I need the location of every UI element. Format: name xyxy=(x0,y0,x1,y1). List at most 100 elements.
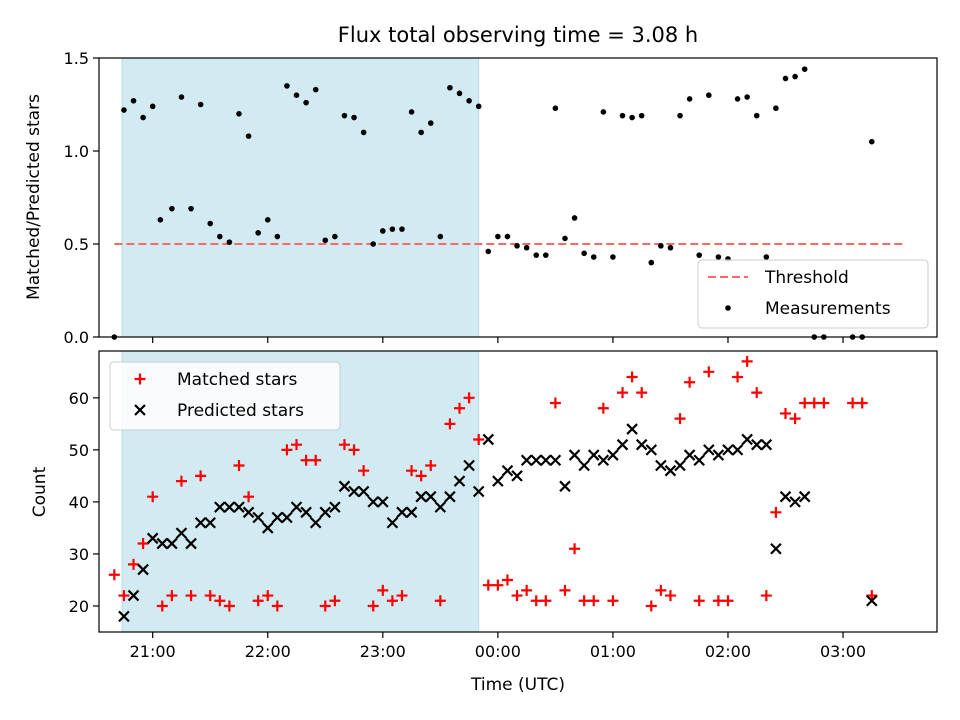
data-point xyxy=(619,112,626,119)
data-point xyxy=(658,243,664,249)
data-point xyxy=(712,449,725,461)
data-point xyxy=(511,470,523,482)
data-point xyxy=(281,511,293,524)
data-point xyxy=(226,239,233,245)
data-point xyxy=(552,105,559,112)
data-point xyxy=(847,397,859,409)
data-point xyxy=(587,449,600,461)
data-point xyxy=(252,595,264,607)
data-point xyxy=(799,397,811,409)
data-point xyxy=(581,250,587,257)
bottom-y-axis-label: Count xyxy=(30,466,50,517)
data-point xyxy=(284,83,290,89)
data-point xyxy=(425,459,437,471)
data-point xyxy=(655,584,667,596)
data-point xyxy=(405,506,418,519)
chart-title: Flux total observing time = 3.08 h xyxy=(338,23,698,47)
x-tick-label: 02:00 xyxy=(705,642,751,661)
data-point xyxy=(706,92,712,98)
data-point xyxy=(319,600,331,612)
data-point xyxy=(386,595,398,607)
data-point xyxy=(194,516,207,529)
data-point xyxy=(290,501,303,513)
data-point xyxy=(677,112,683,119)
data-point xyxy=(348,444,360,456)
data-point xyxy=(770,542,782,555)
data-point xyxy=(530,595,542,607)
data-point xyxy=(732,371,744,383)
data-point xyxy=(415,490,427,503)
data-point xyxy=(684,376,696,388)
data-point xyxy=(242,506,255,519)
data-point xyxy=(310,454,322,466)
data-point xyxy=(549,454,562,467)
x-tick-label: 01:00 xyxy=(590,642,636,661)
data-point xyxy=(760,438,773,451)
shaded-interval xyxy=(121,57,480,338)
y-tick-label: 30 xyxy=(69,545,89,564)
data-point xyxy=(559,480,571,493)
data-point xyxy=(495,233,501,240)
data-point xyxy=(185,537,197,550)
data-point xyxy=(291,439,303,451)
data-point xyxy=(597,402,609,414)
data-point xyxy=(792,73,798,80)
data-point xyxy=(744,94,750,100)
data-point xyxy=(482,579,494,591)
data-point xyxy=(568,449,581,461)
data-point xyxy=(214,595,226,607)
data-point xyxy=(808,397,820,409)
data-point xyxy=(626,371,638,383)
data-point xyxy=(197,101,204,108)
top-panel: 0.0 0.5 1.0 1.5 Threshold Measurements xyxy=(64,49,938,347)
data-point xyxy=(798,490,811,503)
data-point xyxy=(175,527,188,539)
data-point xyxy=(693,595,705,607)
x-tick-label: 22:00 xyxy=(245,642,291,661)
data-point xyxy=(252,511,264,524)
data-point xyxy=(607,595,619,607)
data-point xyxy=(696,252,703,258)
data-point xyxy=(351,114,357,121)
data-point xyxy=(475,103,482,110)
data-point xyxy=(722,444,734,456)
legend-box xyxy=(697,259,929,329)
data-point xyxy=(617,387,629,399)
data-point xyxy=(722,595,734,607)
data-point xyxy=(674,459,686,472)
data-point xyxy=(204,590,216,602)
data-point xyxy=(626,423,638,435)
data-point xyxy=(629,114,635,121)
data-point xyxy=(741,433,753,446)
x-tick-label: 23:00 xyxy=(360,642,406,661)
data-point xyxy=(444,418,456,430)
data-point xyxy=(856,397,868,409)
data-point xyxy=(281,444,293,456)
data-point xyxy=(399,226,405,232)
data-point xyxy=(396,506,408,519)
data-point xyxy=(667,244,674,251)
data-point xyxy=(434,501,447,513)
data-point xyxy=(463,392,475,404)
data-point xyxy=(367,496,379,508)
data-point xyxy=(447,84,453,91)
data-point xyxy=(303,99,309,106)
data-point xyxy=(338,480,351,493)
data-point xyxy=(571,215,578,221)
data-point xyxy=(406,465,418,477)
data-point xyxy=(377,584,389,596)
y-tick-label: 1.0 xyxy=(64,142,89,161)
data-point xyxy=(223,600,235,612)
data-point xyxy=(453,475,466,487)
data-point xyxy=(360,129,367,136)
data-point xyxy=(329,595,341,607)
data-point xyxy=(610,254,616,260)
data-point xyxy=(188,205,194,212)
data-point xyxy=(415,470,427,482)
data-point xyxy=(597,454,610,467)
data-point xyxy=(664,464,677,477)
data-point xyxy=(358,465,370,477)
series-measurements xyxy=(111,66,875,340)
data-point xyxy=(118,610,130,623)
data-point xyxy=(782,75,789,82)
